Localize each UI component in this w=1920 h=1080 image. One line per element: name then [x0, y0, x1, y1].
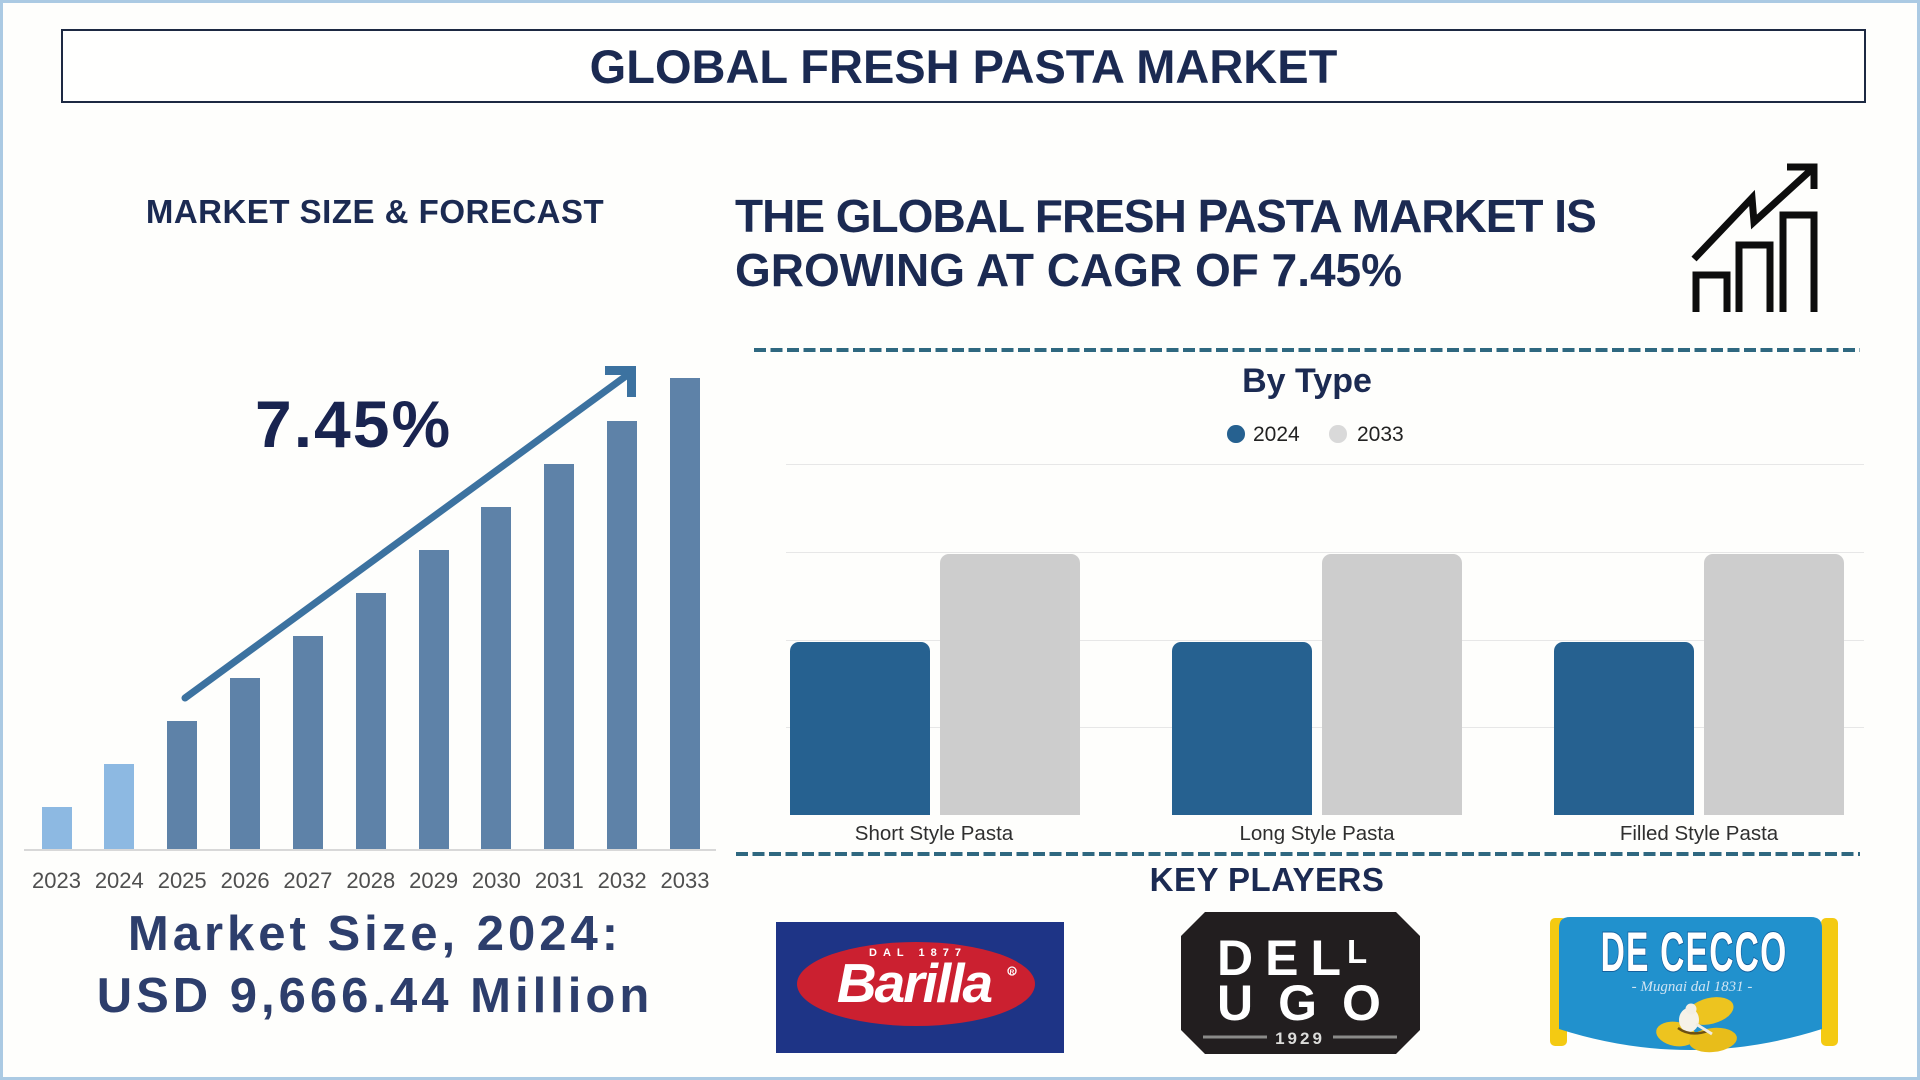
svg-text:Barilla: Barilla — [837, 952, 992, 1014]
svg-text:R: R — [1010, 969, 1015, 976]
svg-text:DEL: DEL — [1217, 930, 1353, 986]
svg-text:UGO: UGO — [1217, 975, 1406, 1031]
svg-text:DE CECCO: DE CECCO — [1601, 920, 1788, 983]
svg-text:1929: 1929 — [1275, 1029, 1325, 1048]
svg-text:DAL 1877: DAL 1877 — [869, 947, 967, 959]
svg-text:L: L — [1347, 933, 1367, 970]
svg-text:- Mugnai dal 1831 -: - Mugnai dal 1831 - — [1632, 979, 1753, 995]
